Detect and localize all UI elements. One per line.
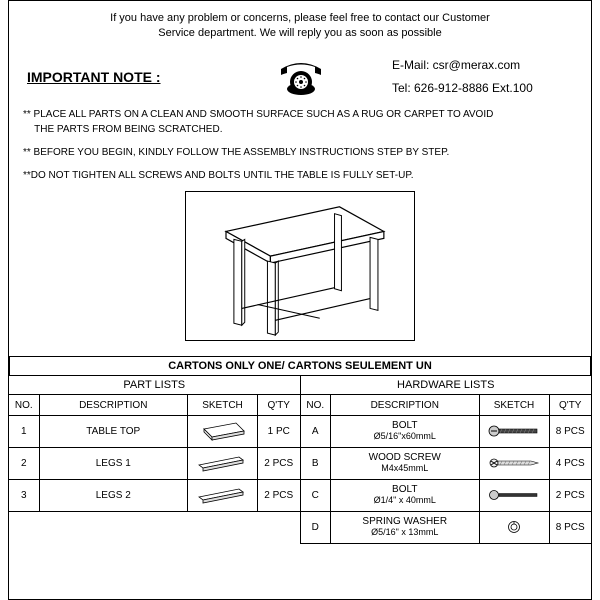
hw-desc: BOLT Ø5/16"x60mmL	[331, 415, 480, 447]
part-lists-heading: PART LISTS	[9, 376, 300, 395]
table-row: 3 LEGS 2 2 PCS	[9, 479, 300, 511]
table-row: C BOLT Ø1/4" x 40mmL 2 PCS	[301, 479, 592, 511]
important-note-heading: IMPORTANT NOTE :	[23, 69, 161, 85]
hw-qty: 4 PCS	[549, 447, 591, 479]
hw-no: D	[301, 511, 331, 543]
instruction-page: If you have any problem or concerns, ple…	[8, 0, 592, 600]
washer-icon	[504, 520, 524, 534]
note-3: **DO NOT TIGHTEN ALL SCREWS AND BOLTS UN…	[23, 168, 577, 183]
part-desc: LEGS 2	[39, 479, 188, 511]
leg-icon	[195, 453, 251, 473]
col-no: NO.	[301, 395, 331, 415]
notes-block: ** PLACE ALL PARTS ON A CLEAN AND SMOOTH…	[23, 107, 577, 183]
hw-no: A	[301, 415, 331, 447]
hw-sketch	[479, 447, 549, 479]
note-2: ** BEFORE YOU BEGIN, KINDLY FOLLOW THE A…	[23, 145, 577, 160]
hw-desc: WOOD SCREW M4x45mmL	[331, 447, 480, 479]
table-header-row: NO. DESCRIPTION SKETCH Q'TY	[301, 395, 592, 415]
leg-icon	[195, 485, 251, 505]
bolt-icon	[486, 488, 542, 502]
part-lists-column: PART LISTS NO. DESCRIPTION SKETCH Q'TY 1…	[9, 376, 301, 544]
table-row: A BOLT Ø5/16"x60mmL	[301, 415, 592, 447]
cartons-heading: CARTONS ONLY ONE/ CARTONS SEULEMENT UN	[9, 356, 591, 375]
hw-sketch	[479, 479, 549, 511]
hw-qty: 2 PCS	[549, 479, 591, 511]
hw-no: B	[301, 447, 331, 479]
table-header-row: NO. DESCRIPTION SKETCH Q'TY	[9, 395, 300, 415]
col-sketch: SKETCH	[188, 395, 258, 415]
col-no: NO.	[9, 395, 39, 415]
part-no: 3	[9, 479, 39, 511]
hw-desc: BOLT Ø1/4" x 40mmL	[331, 479, 480, 511]
part-lists-table: NO. DESCRIPTION SKETCH Q'TY 1 TABLE TOP	[9, 395, 300, 512]
hw-no: C	[301, 479, 331, 511]
col-qty: Q'TY	[549, 395, 591, 415]
tabletop-icon	[198, 419, 248, 443]
part-qty: 2 PCS	[258, 479, 300, 511]
contact-tel: Tel: 626-912-8886 Ext.100	[392, 77, 577, 100]
table-figure	[23, 191, 577, 346]
part-qty: 1 PC	[258, 415, 300, 447]
contact-info: E-Mail: csr@merax.com Tel: 626-912-8886 …	[392, 54, 577, 100]
part-desc: LEGS 1	[39, 447, 188, 479]
screw-icon	[486, 456, 542, 470]
lists-row: PART LISTS NO. DESCRIPTION SKETCH Q'TY 1…	[9, 375, 591, 544]
table-row: 2 LEGS 1 2 PCS	[9, 447, 300, 479]
bolt-icon	[486, 424, 542, 438]
col-desc: DESCRIPTION	[39, 395, 188, 415]
table-row: B WOOD SCREW M4x45mmL	[301, 447, 592, 479]
header-line2: Service department. We will reply you as…	[158, 27, 442, 39]
col-sketch: SKETCH	[479, 395, 549, 415]
note-1b: THE PARTS FROM BEING SCRATCHED.	[34, 124, 222, 135]
table-row: 1 TABLE TOP 1 PC	[9, 415, 300, 447]
part-desc: TABLE TOP	[39, 415, 188, 447]
hw-qty: 8 PCS	[549, 511, 591, 543]
part-no: 2	[9, 447, 39, 479]
contact-row: IMPORTANT NOTE : E-Mail: csr@merax.com T…	[23, 54, 577, 100]
part-sketch	[188, 415, 258, 447]
hardware-lists-heading: HARDWARE LISTS	[301, 376, 592, 395]
part-sketch	[188, 447, 258, 479]
hardware-lists-column: HARDWARE LISTS NO. DESCRIPTION SKETCH Q'…	[301, 376, 592, 544]
part-sketch	[188, 479, 258, 511]
col-qty: Q'TY	[258, 395, 300, 415]
note-1: ** PLACE ALL PARTS ON A CLEAN AND SMOOTH…	[23, 109, 493, 120]
hardware-lists-table: NO. DESCRIPTION SKETCH Q'TY A BOLT Ø5/16…	[301, 395, 592, 544]
telephone-icon	[276, 57, 326, 97]
part-no: 1	[9, 415, 39, 447]
contact-email: E-Mail: csr@merax.com	[392, 54, 577, 77]
part-qty: 2 PCS	[258, 447, 300, 479]
hw-desc: SPRING WASHER Ø5/16" x 13mmL	[331, 511, 480, 543]
header-line1: If you have any problem or concerns, ple…	[110, 12, 490, 24]
hw-sketch	[479, 415, 549, 447]
hw-sketch	[479, 511, 549, 543]
table-row: D SPRING WASHER Ø5/16" x 13mmL 8 PCS	[301, 511, 592, 543]
hw-qty: 8 PCS	[549, 415, 591, 447]
col-desc: DESCRIPTION	[331, 395, 480, 415]
header-text: If you have any problem or concerns, ple…	[23, 11, 577, 42]
